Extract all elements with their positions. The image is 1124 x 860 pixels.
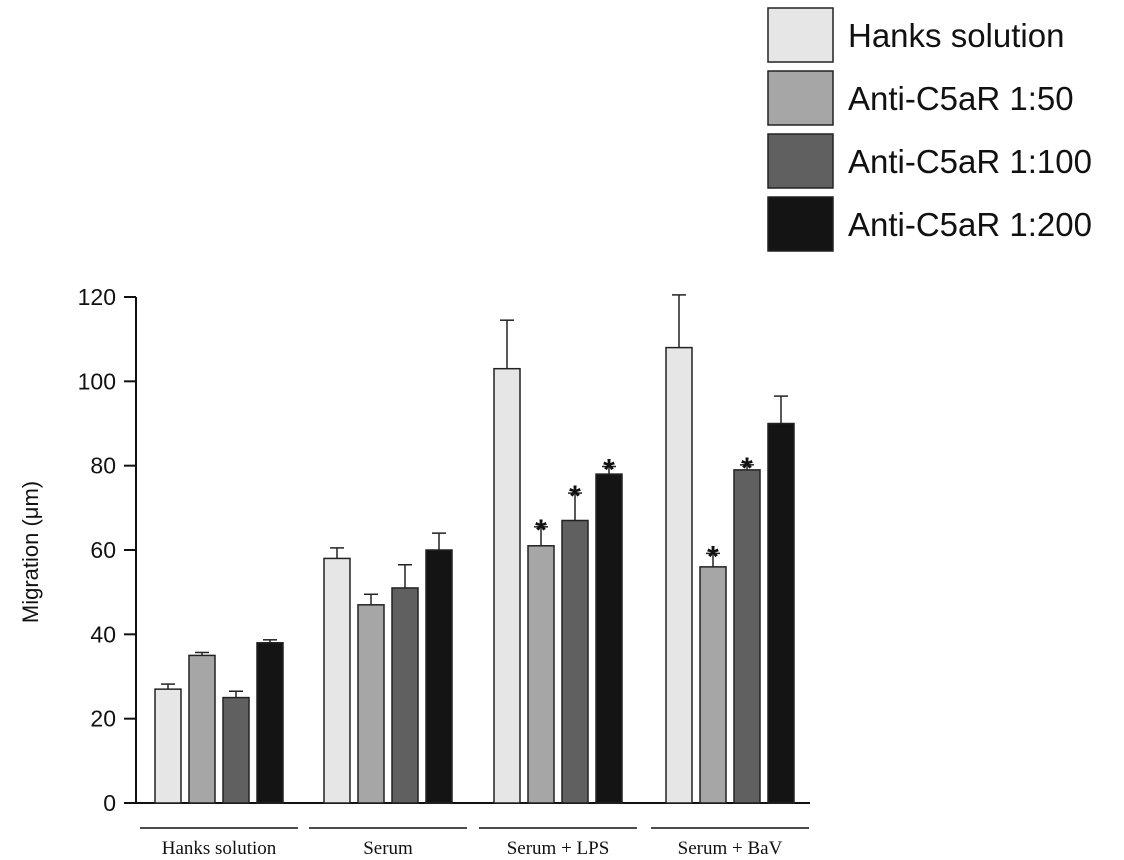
bar (733, 469, 761, 804)
bar (391, 587, 419, 804)
significance-marker: * (741, 452, 753, 485)
legend-label: Hanks solution (848, 17, 1064, 54)
category-label: Hanks solution (162, 838, 277, 859)
y-tick-label: 80 (90, 453, 116, 479)
bar (188, 654, 216, 804)
x-axis: Hanks solution Serum Serum + LPS Serum + Ba… (136, 802, 810, 859)
category-label: Serum + BaV (678, 838, 783, 859)
bar (493, 367, 521, 804)
y-axis-title: Migration (μm) (18, 481, 43, 623)
bar (222, 696, 250, 804)
category-label: Serum (363, 838, 413, 859)
bar-group: ** (665, 294, 795, 804)
y-tick-label: 100 (78, 368, 116, 394)
y-tick-label: 40 (90, 621, 116, 647)
legend-swatch (767, 7, 834, 63)
y-tick-label: 120 (78, 284, 116, 310)
bar-group: * * * (493, 319, 623, 804)
bar (256, 642, 284, 804)
significance-marker: * (535, 514, 547, 547)
bar-group (154, 639, 284, 804)
legend-label: Anti-C5aR 1:100 (848, 143, 1092, 180)
bar (154, 688, 182, 804)
y-tick-label: 0 (103, 790, 116, 816)
bar (323, 557, 351, 804)
y-tick-label: 20 (90, 706, 116, 732)
category-label: Serum + LPS (507, 838, 610, 859)
bar (425, 549, 453, 804)
legend-label: Anti-C5aR 1:50 (848, 80, 1074, 117)
bar (699, 566, 727, 804)
significance-marker: * (603, 454, 615, 487)
bar (527, 545, 555, 804)
y-tick-label: 60 (90, 537, 116, 563)
legend-swatch (767, 70, 834, 126)
bar (595, 473, 623, 804)
legend-swatch (767, 196, 834, 252)
significance-marker: * (569, 480, 581, 513)
legend-swatch (767, 133, 834, 189)
bar (561, 519, 589, 804)
bar-group (323, 532, 453, 804)
bar (357, 604, 385, 804)
significance-marker: * (707, 540, 719, 573)
y-axis: 0 20 40 60 80 100 120 (78, 284, 137, 816)
bars: ***** (154, 294, 795, 804)
bar (665, 346, 693, 804)
legend-label: Anti-C5aR 1:200 (848, 206, 1092, 243)
legend: Hanks solution Anti-C5aR 1:50 Anti-C5aR 1:… (767, 7, 1092, 252)
bar (767, 422, 795, 804)
